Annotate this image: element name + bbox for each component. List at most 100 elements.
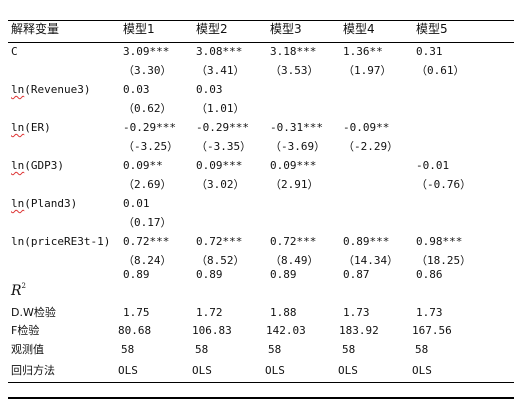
stat-cell: 0.89 (270, 268, 297, 281)
tstat-cell: （8.52） (196, 254, 245, 267)
table-row: ln(priceRE3t-1) 0.72*** 0.72*** 0.72*** … (0, 233, 520, 250)
table-row: F检验 80.68 106.83 142.03 183.92 167.56 (0, 322, 520, 339)
coef-cell: 0.03 (123, 83, 150, 96)
tstat-cell: （2.69） (123, 178, 172, 191)
coef-cell: 0.03 (196, 83, 223, 96)
row-label: ln(priceRE3t-1) (11, 235, 111, 248)
stat-cell: 80.68 (118, 324, 152, 337)
stat-cell: OLS (338, 364, 358, 377)
tstat-cell: （-3.69） (270, 140, 326, 153)
tstat-cell: （3.41） (196, 64, 245, 77)
header-variable-label: 解释变量 (11, 22, 60, 36)
header-model-1: 模型1 (123, 22, 155, 36)
r-squared-label: R2 (11, 282, 27, 299)
coef-cell: 0.09*** (196, 159, 243, 172)
row-label: 观测值 (11, 343, 44, 356)
method-rule (8, 382, 514, 383)
stat-cell: 1.73 (343, 306, 370, 319)
row-label: ln(Revenue3) (11, 83, 91, 96)
coef-cell: 3.08*** (196, 45, 243, 58)
table-row: （8.24） （8.52） （8.49） （14.34） （18.25） (0, 252, 520, 269)
coef-cell: -0.29*** (123, 121, 176, 134)
tstat-cell: （14.34） (343, 254, 399, 267)
tstat-cell: （8.24） (123, 254, 172, 267)
stat-cell: 0.87 (343, 268, 370, 281)
coef-cell: 0.72*** (270, 235, 317, 248)
header-model-5: 模型5 (416, 22, 448, 36)
stat-cell: 106.83 (192, 324, 232, 337)
stat-cell: 58 (415, 343, 429, 356)
row-label: D.W检验 (11, 306, 56, 319)
table-row: （3.30） （3.41） （3.53） （1.97） （0.61） (0, 62, 520, 79)
table-row: ln(ER) -0.29*** -0.29*** -0.31*** -0.09*… (0, 119, 520, 136)
stat-cell: 183.92 (339, 324, 379, 337)
tstat-cell: （3.02） (196, 178, 245, 191)
table-row: 观测值 58 58 58 58 58 (0, 341, 520, 358)
coef-cell: -0.01 (416, 159, 450, 172)
header-rule (8, 42, 514, 43)
header-row: 解释变量 模型1 模型2 模型3 模型4 模型5 (0, 21, 520, 38)
tstat-cell: （3.30） (123, 64, 172, 77)
tstat-cell: （3.53） (270, 64, 319, 77)
coef-cell: 1.36** (343, 45, 383, 58)
stat-cell: OLS (265, 364, 285, 377)
tstat-cell: （0.61） (416, 64, 465, 77)
stat-cell: 167.56 (412, 324, 452, 337)
stat-cell: 0.89 (123, 268, 150, 281)
stat-cell: 142.03 (266, 324, 306, 337)
tstat-cell: （8.49） (270, 254, 319, 267)
coef-cell: 0.72*** (123, 235, 170, 248)
stat-cell: 0.86 (416, 268, 443, 281)
row-label: ln(Pland3) (11, 197, 78, 210)
coef-cell: 0.72*** (196, 235, 243, 248)
tstat-cell: （-2.29） (343, 140, 399, 153)
table-row: （2.69） （3.02） （2.91） （-0.76） (0, 176, 520, 193)
tstat-cell: （-3.35） (196, 140, 252, 153)
tstat-cell: （0.62） (123, 102, 172, 115)
row-label: ln(GDP3) (11, 159, 64, 172)
table-row: C 3.09*** 3.08*** 3.18*** 1.36** 0.31 (0, 43, 520, 60)
stat-cell: 0.89 (196, 268, 223, 281)
coef-cell: 0.09** (123, 159, 163, 172)
table-row: 回归方法 OLS OLS OLS OLS OLS (0, 362, 520, 379)
table-row: R2 (0, 276, 520, 299)
coef-cell: 0.01 (123, 197, 150, 210)
table-row: （0.62） （1.01） (0, 100, 520, 117)
coef-cell: 0.31 (416, 45, 443, 58)
tstat-cell: （2.91） (270, 178, 319, 191)
stat-cell: 58 (121, 343, 135, 356)
stat-cell: OLS (118, 364, 138, 377)
table-row: ln(Pland3) 0.01 (0, 195, 520, 212)
row-label: C (11, 45, 18, 58)
coef-cell: -0.29*** (196, 121, 249, 134)
table-row: 0.89 0.89 0.89 0.87 0.86 (0, 266, 520, 283)
tstat-cell: （-0.76） (416, 178, 472, 191)
top-rule (8, 20, 514, 21)
table-row: （0.17） (0, 214, 520, 231)
tstat-cell: （1.97） (343, 64, 392, 77)
tstat-cell: （-3.25） (123, 140, 179, 153)
table-row: D.W检验 1.75 1.72 1.88 1.73 1.73 (0, 304, 520, 321)
coef-cell: 0.89*** (343, 235, 390, 248)
table-row: ln(GDP3) 0.09** 0.09*** 0.09*** -0.01 (0, 157, 520, 174)
stat-cell: 1.88 (270, 306, 297, 319)
stat-cell: 58 (268, 343, 282, 356)
table-row: （-3.25） （-3.35） （-3.69） （-2.29） (0, 138, 520, 155)
row-label: ln(ER) (11, 121, 51, 134)
coef-cell: 3.18*** (270, 45, 317, 58)
coef-cell: 0.98*** (416, 235, 463, 248)
header-model-2: 模型2 (196, 22, 228, 36)
coef-cell: -0.31*** (270, 121, 323, 134)
stat-cell: 1.73 (416, 306, 443, 319)
stat-cell: 1.72 (196, 306, 223, 319)
coef-cell: 3.09*** (123, 45, 170, 58)
tstat-cell: （0.17） (123, 216, 172, 229)
stat-cell: OLS (412, 364, 432, 377)
tstat-cell: （18.25） (416, 254, 472, 267)
coef-cell: 0.09*** (270, 159, 317, 172)
bottom-rule (8, 397, 514, 399)
coef-cell: -0.09** (343, 121, 390, 134)
tstat-cell: （1.01） (196, 102, 245, 115)
stat-cell: 58 (195, 343, 209, 356)
